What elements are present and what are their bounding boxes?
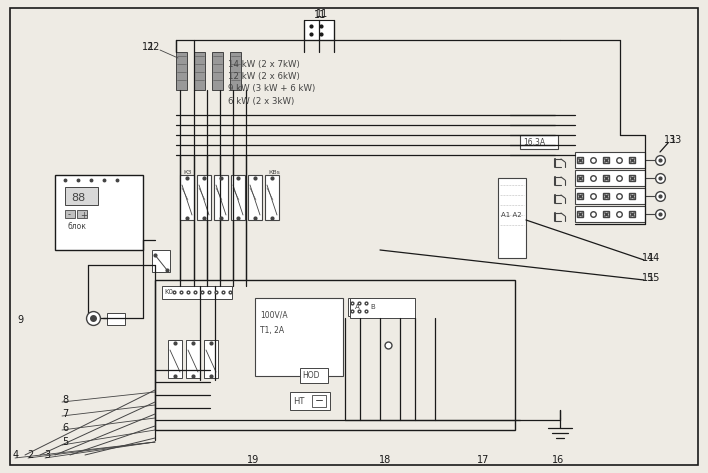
Text: 12 kW (2 x 6kW): 12 kW (2 x 6kW) [228, 72, 299, 81]
Text: 13: 13 [664, 135, 676, 145]
Bar [107, 313, 125, 325]
Bar [290, 392, 330, 410]
Text: 12: 12 [148, 42, 161, 52]
Text: 13: 13 [670, 135, 683, 145]
Bar [255, 298, 343, 376]
Text: 9 kW (3 kW + 6 kW): 9 kW (3 kW + 6 kW) [228, 85, 315, 94]
Text: 2: 2 [27, 450, 33, 460]
Bar [265, 175, 279, 220]
Polygon shape [378, 345, 398, 360]
Text: 16,3A: 16,3A [523, 138, 545, 147]
Bar [168, 340, 182, 378]
Text: 100V/A: 100V/A [260, 310, 287, 319]
Text: HT: HT [293, 396, 304, 405]
Bar [304, 20, 334, 40]
Text: 19: 19 [247, 455, 259, 465]
Bar [214, 175, 228, 220]
Text: 11: 11 [316, 9, 328, 19]
Text: 11: 11 [314, 10, 326, 20]
Text: 18: 18 [379, 455, 391, 465]
Text: -: - [68, 210, 71, 219]
Text: K0: K0 [164, 289, 173, 295]
Bar [194, 52, 205, 90]
Bar [180, 175, 194, 220]
Text: КЗ: КЗ [183, 169, 191, 175]
Bar [575, 152, 645, 168]
Text: A: A [355, 304, 360, 310]
Bar [152, 250, 170, 272]
Bar [230, 52, 241, 90]
Bar [65, 187, 98, 205]
Bar [155, 280, 515, 430]
Text: КВs: КВs [268, 169, 280, 175]
Text: +: + [80, 210, 87, 219]
Text: 7: 7 [62, 409, 68, 419]
Bar [248, 175, 262, 220]
Text: 17: 17 [476, 455, 489, 465]
Text: 5: 5 [62, 437, 68, 447]
Text: 88: 88 [71, 193, 85, 203]
Text: 14: 14 [642, 253, 654, 263]
Bar [197, 175, 211, 220]
Bar [231, 175, 245, 220]
Bar [65, 210, 75, 218]
Text: B: B [370, 304, 375, 310]
Bar [498, 178, 526, 258]
Bar [350, 298, 415, 318]
Bar [300, 368, 328, 383]
Text: 16: 16 [552, 455, 564, 465]
Bar [575, 170, 645, 186]
Text: 15: 15 [642, 273, 654, 283]
Text: 15: 15 [648, 273, 661, 283]
Text: A1 A2: A1 A2 [501, 212, 522, 218]
Text: 9: 9 [17, 315, 23, 325]
Text: 4: 4 [13, 450, 19, 460]
Text: 8: 8 [62, 395, 68, 405]
Text: T1, 2A: T1, 2A [260, 325, 284, 334]
Bar [348, 298, 370, 316]
Bar [520, 135, 558, 149]
Text: 6 kW (2 x 3kW): 6 kW (2 x 3kW) [228, 96, 295, 105]
Bar [312, 395, 326, 407]
Text: 12: 12 [142, 42, 154, 52]
Bar [55, 175, 143, 250]
Bar [575, 188, 645, 204]
Bar [186, 340, 200, 378]
Bar [575, 206, 645, 222]
Text: 3: 3 [44, 450, 50, 460]
Bar [77, 210, 87, 218]
Bar [176, 52, 187, 90]
Text: 14: 14 [648, 253, 661, 263]
Bar [212, 52, 223, 90]
Bar [162, 286, 232, 299]
Text: блок: блок [67, 221, 86, 230]
Bar [204, 340, 218, 378]
Text: HOD: HOD [302, 370, 319, 379]
Text: 14 kW (2 x 7kW): 14 kW (2 x 7kW) [228, 61, 299, 70]
Text: 6: 6 [62, 423, 68, 433]
